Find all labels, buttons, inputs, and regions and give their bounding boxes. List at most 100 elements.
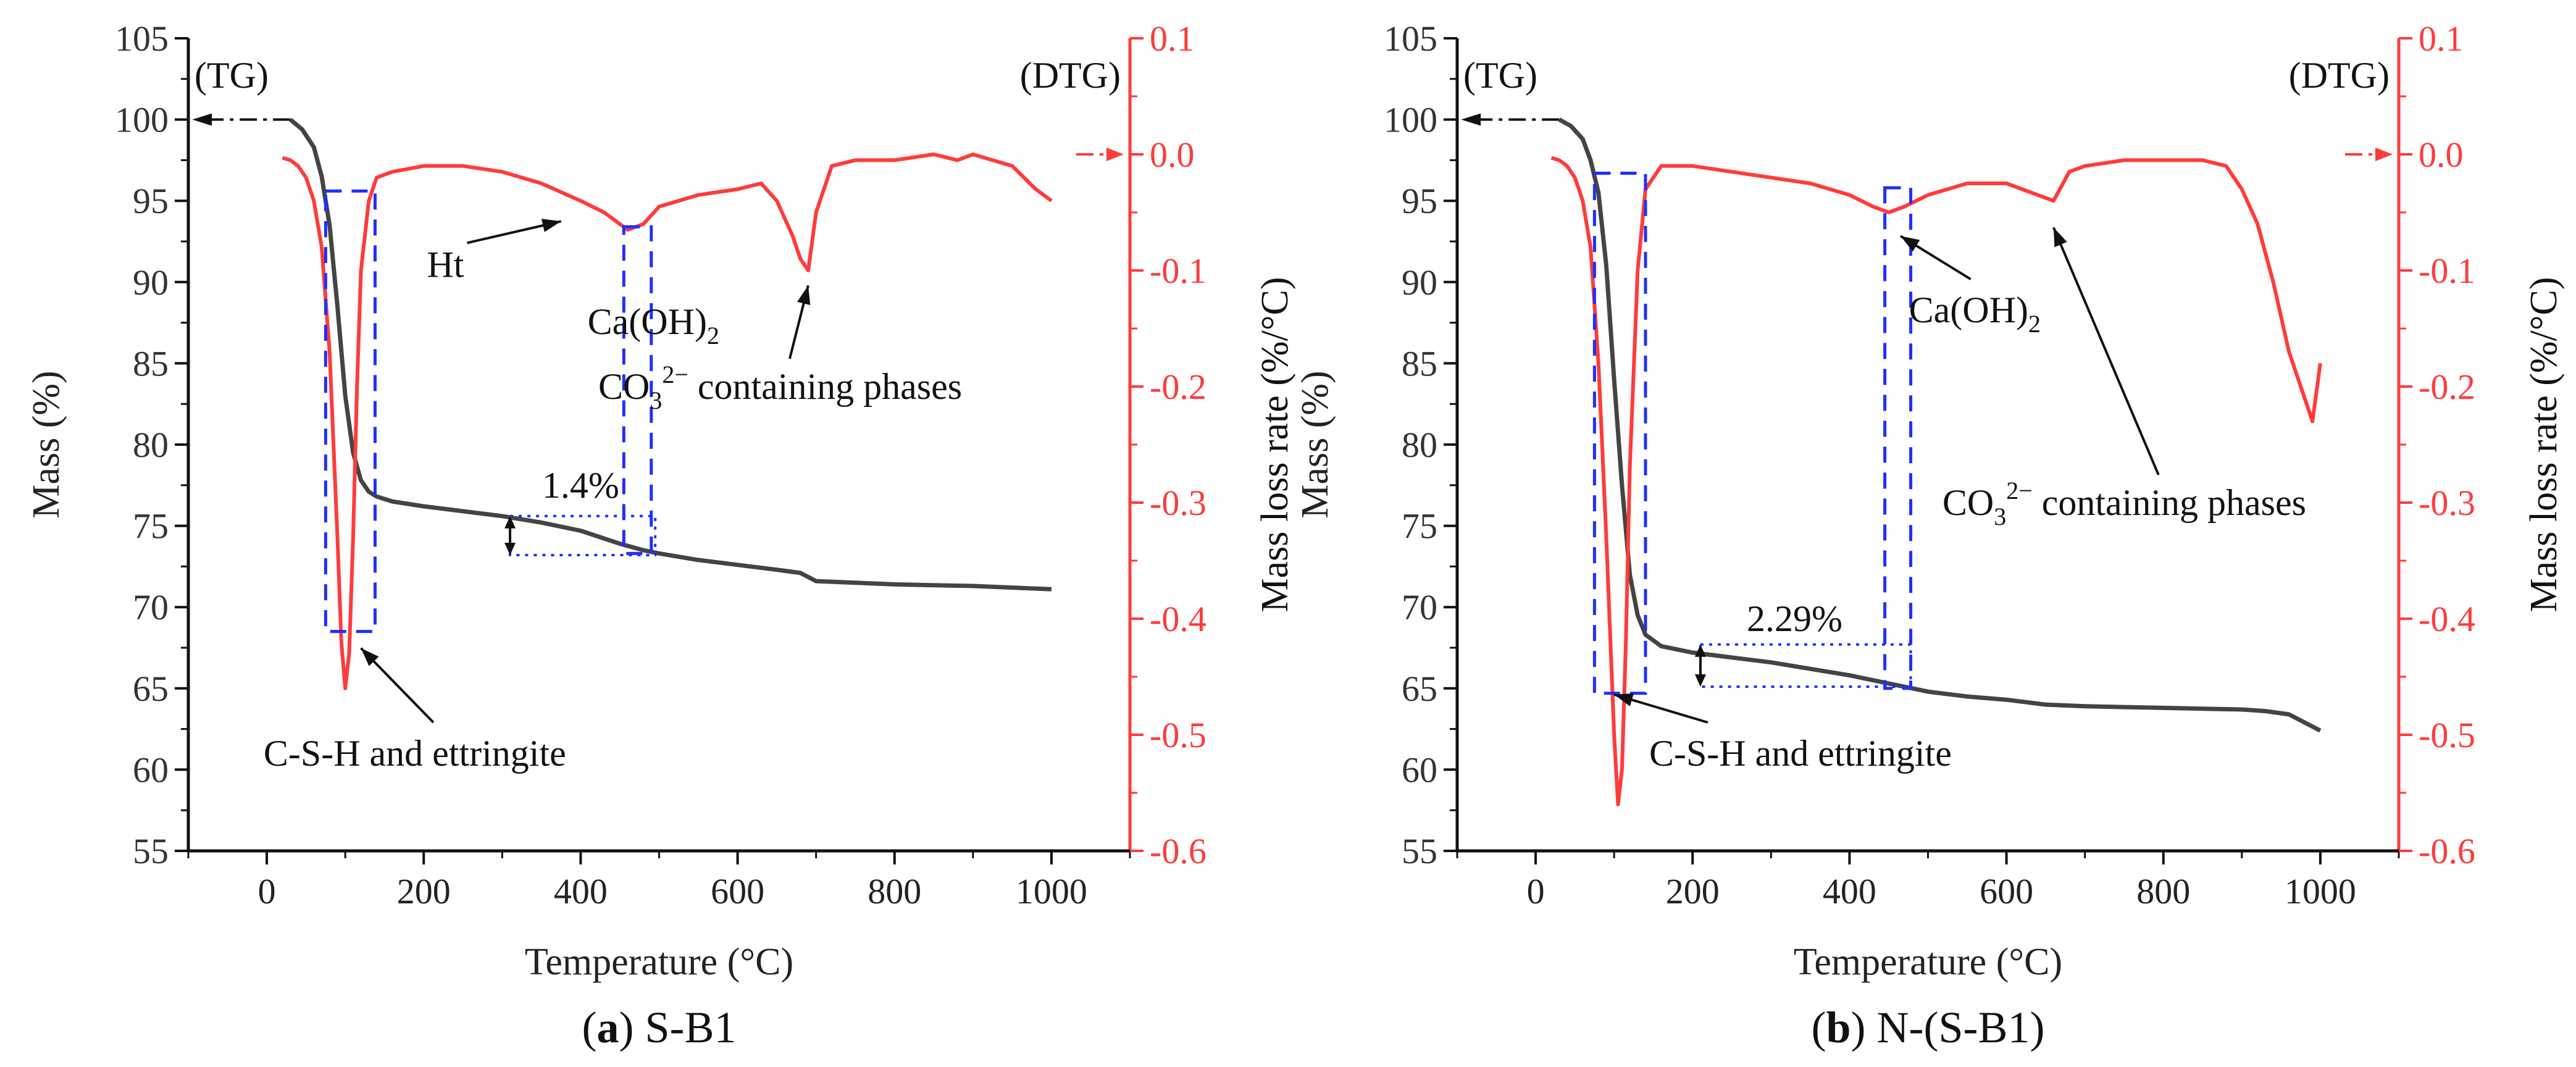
annotation-csh-arrow-head [1614, 693, 1634, 706]
left-y-axis-title: Mass (%) [1294, 370, 1336, 518]
mass-loss-arrow-head-down [1694, 674, 1706, 687]
tg-legend-label: (TG) [194, 55, 269, 96]
right-y-tick-label: -0.2 [1150, 367, 1206, 407]
dtg-curve [282, 153, 1053, 690]
tg-curve [1558, 117, 2322, 733]
tg-axis-arrow-head [1461, 113, 1481, 126]
right-y-tick-label: 0.0 [2419, 135, 2464, 175]
annotation-co3-main: CO [1942, 482, 1994, 523]
left-y-axis-title: Mass (%) [25, 370, 67, 518]
x-tick-label: 800 [868, 871, 921, 911]
x-axis-title: Temperature (°C) [525, 941, 793, 983]
annotation-co3-rest: containing phases [2033, 482, 2306, 523]
left-y-tick-label: 95 [133, 181, 169, 221]
caption-close-paren: ) [619, 1003, 645, 1052]
panel-caption: (a) S-B1 [582, 1003, 736, 1052]
caption-text: N-(S-B1) [1877, 1003, 2045, 1052]
mass-loss-arrow-head-down [504, 542, 516, 555]
annotation-co3-arrow-line [2052, 227, 2160, 475]
caption-open-paren: ( [582, 1003, 596, 1052]
left-y-tick-label: 100 [1384, 100, 1437, 140]
annotation-co3-sup: 2− [2006, 477, 2033, 504]
caption-letter: b [1826, 1003, 1850, 1052]
left-y-tick-label: 75 [133, 506, 169, 546]
right-y-tick-label: -0.6 [2419, 831, 2475, 871]
left-y-tick-label: 90 [1402, 262, 1437, 303]
annotation-caoh2-main: Ca(OH) [588, 301, 707, 342]
left-y-tick-label: 55 [1402, 831, 1437, 871]
annotation-csh: C-S-H and ettringite [1649, 733, 1952, 774]
tg-axis-arrow-head [192, 113, 212, 126]
annotation-co3-main: CO [598, 366, 650, 407]
peak-range-box [1592, 171, 1647, 695]
annotation-co3-sub: 3 [650, 387, 662, 414]
right-y-tick-label: -0.6 [1150, 831, 1206, 871]
left-y-tick-label: 90 [133, 262, 169, 303]
x-tick-label: 800 [2136, 871, 2190, 911]
left-y-tick-label: 100 [115, 100, 169, 140]
right-y-tick-label: -0.5 [1150, 715, 1206, 755]
dtg-axis-arrow-head [1106, 148, 1124, 161]
right-y-tick-label: -0.1 [2419, 251, 2475, 291]
right-y-tick-label: -0.4 [1150, 599, 1206, 639]
annotation-mass-loss-percent: 2.29% [1747, 598, 1842, 639]
left-y-tick-label: 65 [133, 669, 169, 709]
annotation-caoh2-sub: 2 [707, 322, 719, 349]
dtg-axis-arrow-head [2375, 148, 2393, 161]
right-y-tick-label: -0.2 [2419, 367, 2475, 407]
left-y-tick-label: 70 [1402, 587, 1437, 627]
left-y-tick-label: 80 [1402, 425, 1437, 465]
x-tick-label: 400 [1823, 871, 1876, 911]
right-y-axis-title: Mass loss rate (%/°C) [1254, 277, 1296, 612]
annotation-caoh2: Ca(OH)2 [1909, 290, 2041, 338]
caption-text: S-B1 [645, 1003, 736, 1052]
x-tick-label: 600 [711, 871, 764, 911]
right-y-tick-label: 0.1 [1150, 19, 1195, 59]
right-y-tick-label: -0.1 [1150, 251, 1206, 291]
annotation-co3-sub: 3 [1994, 503, 2006, 530]
x-tick-label: 400 [554, 871, 608, 911]
annotation-co3-rest: containing phases [688, 366, 962, 407]
mass-loss-arrow-head-up [504, 516, 516, 529]
annotation-caoh2-sub: 2 [2028, 310, 2041, 338]
x-axis-title: Temperature (°C) [1794, 941, 2062, 983]
right-y-tick-label: 0.0 [1150, 135, 1195, 175]
left-y-tick-label: 60 [133, 750, 169, 790]
annotation-co3-arrow-head [797, 285, 811, 306]
dtg-curve [1550, 156, 2322, 806]
annotation-csh: C-S-H and ettringite [264, 733, 566, 774]
right-y-tick-label: -0.4 [2419, 599, 2475, 639]
tg-legend-label: (TG) [1463, 55, 1537, 96]
peak-range-box [324, 189, 377, 634]
x-tick-label: 600 [1980, 871, 2033, 911]
left-y-tick-label: 75 [1402, 506, 1437, 546]
right-y-tick-label: -0.5 [2419, 715, 2475, 755]
left-y-tick-label: 85 [133, 343, 169, 383]
left-y-tick-label: 65 [1402, 669, 1437, 709]
annotation-caoh2: Ca(OH)2 [588, 301, 719, 349]
left-y-tick-label: 95 [1402, 181, 1437, 221]
annotation-co3-sup: 2− [662, 361, 688, 388]
panel-caption: (b) N-(S-B1) [1812, 1003, 2045, 1052]
tg-curve [288, 117, 1052, 592]
annotation-csh-arrow-head [361, 648, 379, 666]
x-tick-label: 0 [1527, 871, 1545, 911]
x-tick-label: 1000 [2285, 871, 2356, 911]
left-y-tick-label: 55 [133, 831, 169, 871]
left-y-tick-label: 85 [1402, 343, 1437, 383]
annotation-caoh2-main: Ca(OH) [1909, 290, 2028, 330]
caption-open-paren: ( [1812, 1003, 1826, 1052]
annotation-co3: CO32− containing phases [1942, 477, 2306, 530]
annotation-caoh2-arrow-head [1901, 236, 1920, 252]
left-y-tick-label: 105 [115, 19, 169, 59]
x-tick-label: 200 [1666, 871, 1720, 911]
annotation-mass-loss-percent: 1.4% [542, 465, 619, 506]
left-y-tick-label: 80 [133, 425, 169, 465]
caption-letter: a [596, 1003, 619, 1052]
left-y-tick-label: 60 [1402, 750, 1437, 790]
peak-range-box [1883, 186, 1913, 690]
right-y-axis-title: Mass loss rate (%/°C) [2523, 277, 2565, 612]
mass-loss-arrow-head-up [1694, 644, 1706, 657]
left-y-tick-label: 70 [133, 587, 169, 627]
x-tick-label: 0 [258, 871, 276, 911]
